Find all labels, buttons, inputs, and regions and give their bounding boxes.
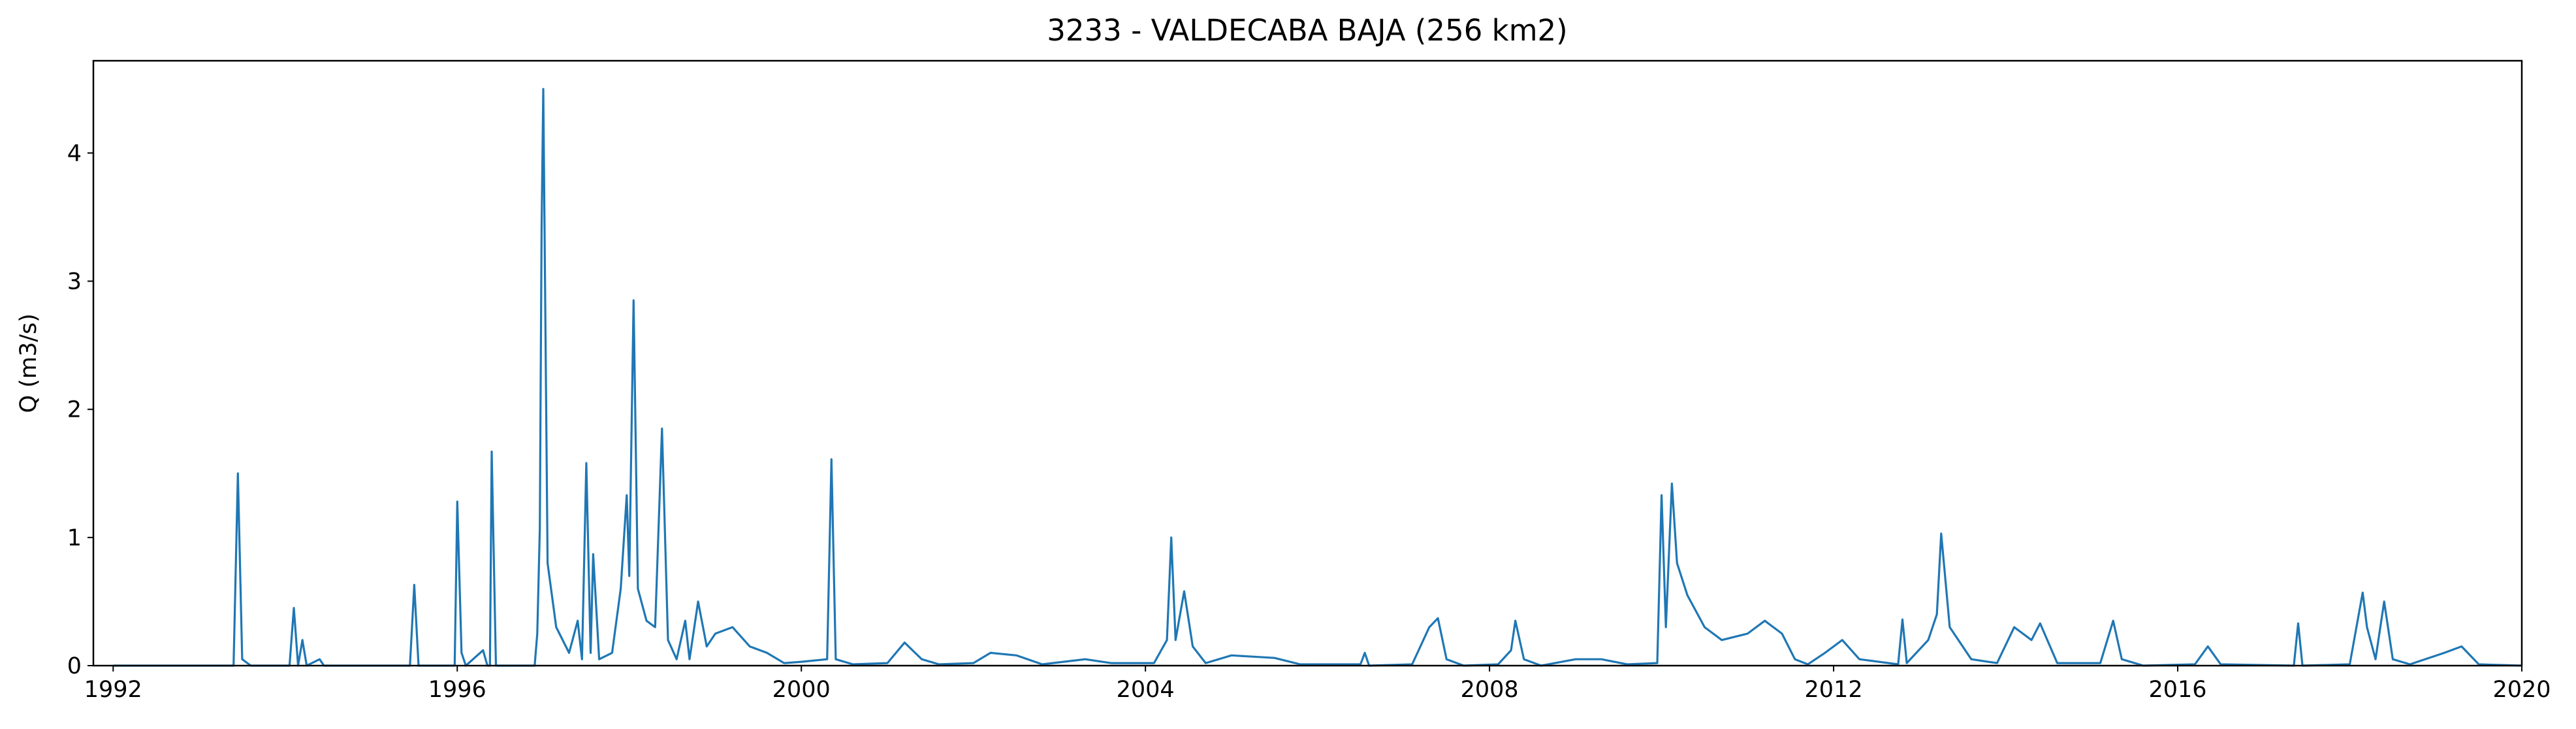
y-axis-label: Q (m3/s) [16, 314, 42, 413]
x-tick-label: 2008 [1461, 677, 1519, 703]
x-tick-label: 1992 [84, 677, 142, 703]
x-tick-label: 2012 [1805, 677, 1863, 703]
x-tick-label: 2020 [2492, 677, 2551, 703]
x-tick-label: 2016 [2149, 677, 2207, 703]
x-tick-label: 2000 [772, 677, 831, 703]
y-tick-label: 0 [67, 653, 82, 679]
series-line [113, 88, 2522, 667]
y-tick-label: 3 [67, 268, 82, 295]
y-tick-label: 2 [67, 397, 82, 423]
y-tick-label: 1 [67, 525, 82, 551]
y-tick-label: 4 [67, 140, 82, 167]
chart-title: 3233 - VALDECABA BAJA (256 km2) [1047, 13, 1567, 48]
x-tick-label: 2004 [1117, 677, 1175, 703]
x-tick-label: 1996 [428, 677, 486, 703]
plot-frame [92, 59, 2523, 667]
